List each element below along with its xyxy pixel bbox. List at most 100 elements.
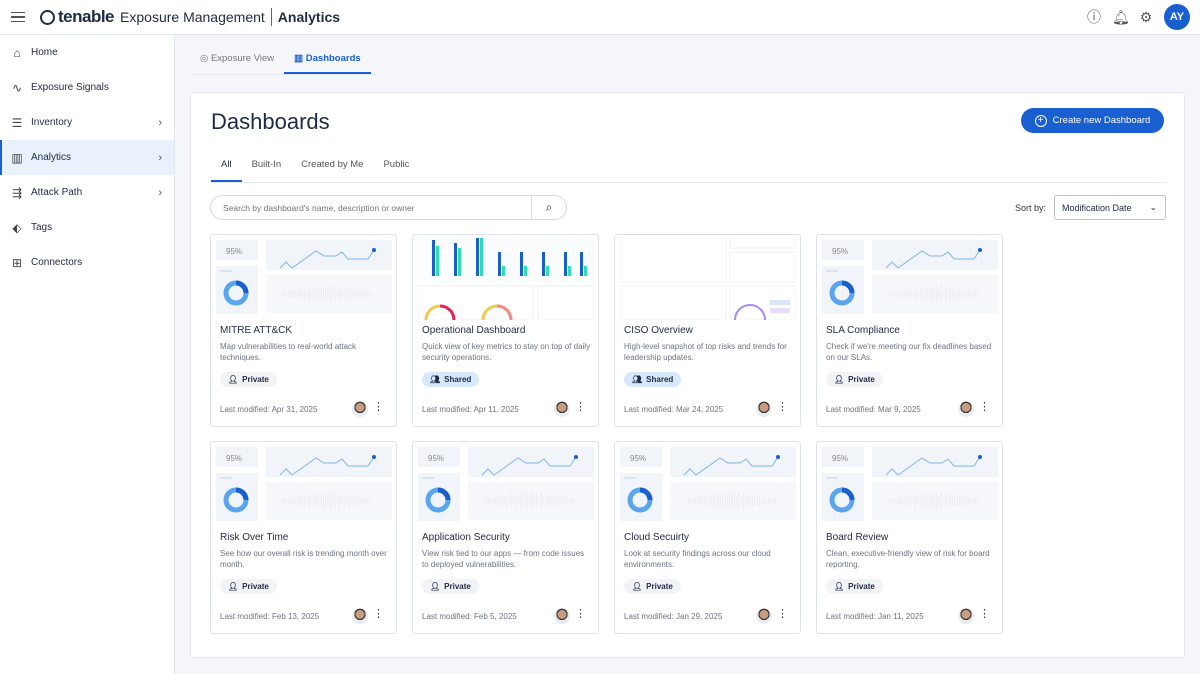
- more-options-icon[interactable]: ⋮: [777, 608, 788, 620]
- tab-public[interactable]: Public: [383, 159, 410, 170]
- thumbnail-preview: 95%: [822, 240, 998, 314]
- sidebar-item-label: Home: [31, 47, 58, 58]
- user-icon: 👤︎: [632, 582, 643, 591]
- owner-avatar: [958, 401, 974, 417]
- stat-value: 95%: [428, 454, 444, 463]
- visibility-label: Private: [242, 375, 269, 384]
- owner-avatar: [958, 608, 974, 624]
- sidebar-item-label: Analytics: [31, 152, 72, 163]
- dashboard-card[interactable]: 95% SLA Compliance Check if we're meetin…: [816, 234, 1003, 427]
- card-title: Application Security: [422, 532, 510, 543]
- dashboard-thumbnail: 95%: [216, 445, 392, 527]
- more-options-icon[interactable]: ⋮: [979, 401, 990, 413]
- card-description: View risk tied to our apps — from code i…: [422, 549, 585, 569]
- inventory-icon: ☰: [11, 115, 23, 130]
- more-options-icon[interactable]: ⋮: [575, 608, 586, 620]
- thumbnail-preview: [620, 238, 796, 320]
- chevron-right-icon: ›: [158, 116, 162, 129]
- stat-value: 95%: [832, 247, 848, 256]
- last-modified: Last modified: Mar 24, 2025: [624, 405, 724, 414]
- chevron-down-icon: ⌄: [1149, 202, 1157, 212]
- divider: [270, 8, 272, 26]
- card-title: Board Review: [826, 532, 889, 543]
- thumbnail-preview: 95%: [418, 447, 594, 521]
- thumbnail-preview: 95%: [216, 447, 392, 521]
- sidebar-item-connectors[interactable]: ⊞ Connectors: [0, 245, 174, 280]
- create-dashboard-button[interactable]: + Create new Dashboard: [1021, 108, 1164, 133]
- tab-created-by-me[interactable]: Created by Me: [301, 159, 364, 170]
- owner-avatar: [352, 608, 368, 624]
- last-modified: Last modified: Jan 11, 2025: [826, 612, 924, 621]
- tab-exposure-view[interactable]: ◎ Exposure View: [190, 47, 284, 74]
- filter-tabs: All Built-In Created by Me Public: [211, 156, 1166, 183]
- card-title: SLA Compliance: [826, 325, 900, 336]
- thumbnail-preview: 95%: [620, 447, 796, 521]
- dashboard-card[interactable]: Operational Dashboard Quick view of key …: [412, 234, 599, 427]
- dashboard-card[interactable]: 95% Cloud Secuirty Look at security find…: [614, 441, 801, 634]
- dashboard-thumbnail: [620, 238, 796, 320]
- dashboard-card[interactable]: 95% MITRE ATT&CK Map vulnerabilities to …: [210, 234, 397, 427]
- owner-avatar: [554, 608, 570, 624]
- card-description: Look at security findings across our clo…: [624, 549, 771, 569]
- owner-avatar: [554, 401, 570, 417]
- more-options-icon[interactable]: ⋮: [373, 401, 384, 413]
- sort-label: Sort by:: [1015, 203, 1047, 213]
- search-icon[interactable]: ⌕: [531, 196, 566, 219]
- more-options-icon[interactable]: ⋮: [979, 608, 990, 620]
- sidebar-item-label: Exposure Signals: [31, 82, 109, 93]
- brand-name: tenable: [58, 7, 115, 26]
- users-icon: 👥︎: [430, 375, 441, 384]
- sidebar-item-attack-path[interactable]: ⇶ Attack Path ›: [0, 175, 174, 210]
- gear-icon[interactable]: ⚙: [1139, 9, 1153, 25]
- chevron-right-icon: ›: [158, 151, 162, 164]
- bar-chart-icon: ▥: [294, 53, 304, 64]
- owner-avatar: [756, 608, 772, 624]
- card-description: Check if we're meeting our fix deadlines…: [826, 342, 992, 362]
- search-input[interactable]: [211, 202, 531, 213]
- visibility-badge: 👤︎ Private: [220, 579, 277, 594]
- tab-dashboards[interactable]: ▥ Dashboards: [284, 47, 371, 74]
- dashboard-card[interactable]: 95% Risk Over Time See how our overall r…: [210, 441, 397, 634]
- visibility-badge: 👥︎ Shared: [422, 372, 480, 387]
- visibility-label: Private: [444, 582, 471, 591]
- tab-label: Dashboards: [305, 53, 361, 64]
- sidebar-item-analytics[interactable]: ▥ Analytics ›: [0, 140, 174, 175]
- owner-avatar: [756, 401, 772, 417]
- tab-label: Exposure View: [210, 53, 275, 64]
- more-options-icon[interactable]: ⋮: [777, 401, 788, 413]
- sidebar-item-home[interactable]: ⌂ Home: [0, 35, 174, 70]
- tab-built-in[interactable]: Built-In: [251, 159, 282, 170]
- tab-all[interactable]: All: [211, 156, 242, 182]
- stat-value: 95%: [226, 247, 242, 256]
- dashboard-card[interactable]: 95% Board Review Clean, executive-friend…: [816, 441, 1003, 634]
- sort-select[interactable]: Modification Date ⌄: [1054, 195, 1166, 220]
- sidebar-item-inventory[interactable]: ☰ Inventory ›: [0, 105, 174, 140]
- user-icon: 👤︎: [430, 582, 441, 591]
- more-options-icon[interactable]: ⋮: [373, 608, 384, 620]
- more-options-icon[interactable]: ⋮: [575, 401, 586, 413]
- thumbnail-preview: 95%: [822, 447, 998, 521]
- last-modified: Last modified: Feb 13, 2025: [220, 612, 320, 621]
- create-label: Create new Dashboard: [1052, 115, 1151, 126]
- dashboard-card[interactable]: CISO Overview High-level snapshot of top…: [614, 234, 801, 427]
- sidebar: ⌂ Home ∿ Exposure Signals ☰ Inventory › …: [0, 35, 175, 674]
- last-modified: Last modified: Jan 29, 2025: [624, 612, 723, 621]
- eye-icon: ◎: [200, 53, 209, 64]
- sidebar-item-exposure-signals[interactable]: ∿ Exposure Signals: [0, 70, 174, 105]
- sidebar-item-tags[interactable]: ⬖ Tags: [0, 210, 174, 245]
- product-name: Exposure Management: [120, 9, 265, 25]
- card-description: See how our overall risk is trending mon…: [220, 549, 387, 569]
- tag-icon: ⬖: [12, 220, 22, 235]
- help-icon[interactable]: ⓘ: [1087, 9, 1101, 25]
- dashboard-card[interactable]: 95% Application Security View risk tied …: [412, 441, 599, 634]
- menu-icon[interactable]: [11, 9, 25, 26]
- plus-icon: +: [1034, 114, 1047, 127]
- visibility-badge: 👤︎ Private: [220, 372, 277, 387]
- user-avatar[interactable]: AY: [1164, 4, 1190, 30]
- dashboard-thumbnail: 95%: [822, 445, 998, 527]
- page-title: Dashboards: [211, 109, 330, 134]
- tenable-logo[interactable]: tenable: [40, 7, 115, 27]
- visibility-label: Private: [848, 375, 875, 384]
- bell-icon[interactable]: 🔔︎: [1112, 9, 1130, 25]
- card-title: CISO Overview: [624, 325, 693, 336]
